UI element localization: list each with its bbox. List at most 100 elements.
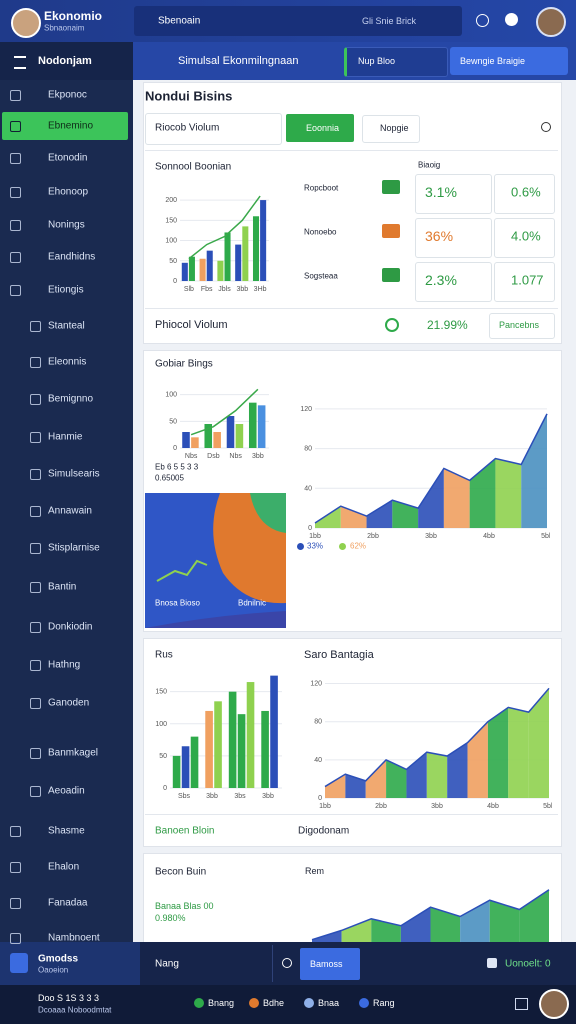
sidebar-item[interactable]: Etonodin (48, 152, 88, 164)
bar (217, 260, 224, 281)
sidebar-item[interactable]: Shasme (48, 825, 85, 837)
primary-button[interactable] (450, 47, 568, 75)
chart: 0 50 100 150 Sbs 3bb 3bs 3bb (155, 675, 282, 800)
metric-box (494, 174, 555, 214)
bar (226, 416, 235, 448)
metric-label: Ropcboot (304, 183, 339, 193)
x-tick-label: 2bb (375, 803, 387, 810)
sidebar-item[interactable]: Bemignno (48, 393, 94, 405)
x-tick-label: 4bb (487, 803, 499, 810)
bar (261, 710, 269, 788)
bar (270, 675, 278, 788)
sidebar-icon (10, 252, 21, 263)
bar (235, 244, 242, 281)
sidebar-item[interactable]: Eleonnis (48, 356, 87, 368)
metric-value: 36% (425, 228, 454, 244)
sidebar-item[interactable]: Etiongis (48, 284, 84, 296)
sidebar-item[interactable]: Stisplarnise (48, 542, 100, 554)
sidebar-item[interactable]: Nambnoent (48, 932, 100, 944)
tab-dot[interactable] (249, 998, 259, 1008)
sidebar-icon (10, 90, 21, 101)
footer-title: Phiocol Violum (155, 319, 228, 331)
status-text: Uonoelt: 0 (505, 958, 551, 970)
area-segment (467, 721, 488, 798)
sidebar-item[interactable]: Donkiodin (48, 621, 93, 633)
chart-title: Sonnool Boonian (155, 161, 232, 173)
sidebar-item[interactable]: Simulsearis (48, 468, 100, 480)
search-text: Sbenoain (158, 15, 201, 27)
legend-dot (297, 543, 304, 550)
user-avatar[interactable] (536, 7, 566, 37)
metric-box (415, 174, 492, 214)
x-tick-label: Slb (184, 286, 194, 293)
footer-text: Digodonam (298, 825, 350, 837)
tab-label[interactable]: Rang (373, 998, 395, 1008)
bar (181, 262, 188, 281)
sidebar-item[interactable]: Hanmie (48, 431, 83, 443)
area-segment (345, 774, 366, 798)
sidebar-item[interactable]: Ehonoop (48, 186, 89, 198)
avatar[interactable] (11, 8, 41, 38)
sidebar-item[interactable]: Annawain (48, 505, 92, 517)
bar (172, 755, 181, 788)
sidebar-icon (30, 748, 41, 759)
area-segment (426, 752, 448, 798)
sidebar-item[interactable]: Bantin (48, 581, 77, 593)
area-segment (495, 458, 522, 528)
button[interactable] (362, 115, 420, 143)
x-tick-label: 3bs (234, 793, 246, 800)
tab-label[interactable]: Bnang (208, 998, 235, 1008)
area-segment (325, 774, 346, 798)
dropdown[interactable] (344, 47, 448, 77)
tab[interactable] (145, 113, 282, 145)
field-text[interactable]: Nang (155, 958, 179, 970)
action-button[interactable] (300, 948, 360, 980)
metric-value: 0.6% (511, 184, 541, 200)
app-sub: Sbnaonaim (44, 23, 85, 33)
sidebar-item[interactable]: Banmkagel (48, 747, 99, 759)
tab-dot[interactable] (194, 998, 204, 1008)
sidebar-item[interactable]: Nonings (48, 219, 85, 231)
tab-dot[interactable] (359, 998, 369, 1008)
divider (145, 308, 558, 309)
metric-box (494, 218, 555, 258)
area-segment (487, 707, 509, 798)
x-tick-label: 5bb (541, 533, 550, 540)
sidebar-item[interactable]: Aeoadin (48, 785, 85, 797)
user-avatar[interactable] (539, 989, 569, 1019)
sidebar-item[interactable]: Fanadaa (48, 897, 88, 909)
home-icon[interactable] (515, 998, 528, 1010)
metric-box (415, 218, 492, 258)
bell-icon[interactable] (505, 13, 518, 26)
search-icon[interactable] (282, 958, 292, 968)
area-segment (521, 413, 547, 528)
tab-dot[interactable] (304, 998, 314, 1008)
help-icon[interactable] (476, 14, 489, 27)
search-icon[interactable] (541, 122, 551, 132)
metric-icon (382, 268, 400, 282)
menu-icon[interactable] (14, 56, 26, 69)
x-tick-label: Dsb (207, 453, 220, 460)
bar (188, 256, 195, 281)
sidebar-item[interactable]: Hathng (48, 659, 81, 671)
tab-label[interactable]: Bdhe (263, 998, 285, 1008)
sidebar-item[interactable]: Stanteal (48, 320, 85, 332)
area-segment (366, 500, 393, 528)
sidebar-item[interactable]: Ebnemino (48, 120, 94, 132)
chart: 0 50 100 Nbs Dsb Nbs 3bb (165, 388, 269, 460)
search-box[interactable] (134, 6, 462, 36)
footer-button[interactable] (489, 313, 555, 339)
sidebar-item[interactable]: Ekponoc (48, 89, 87, 101)
sidebar-item[interactable]: Ehalon (48, 861, 80, 873)
y-tick-label: 50 (159, 753, 167, 760)
metric-value: 2.3% (425, 272, 457, 288)
footer-line: Dcoaaa Noboodmtat (38, 1005, 112, 1015)
sidebar-item[interactable]: Eandhidns (48, 251, 96, 263)
sidebar-item[interactable]: Ganoden (48, 697, 90, 709)
area-segment (460, 900, 490, 942)
y-tick-label: 80 (314, 719, 322, 726)
tab-label[interactable]: Bnaa (318, 998, 340, 1008)
sidebar-item-active[interactable] (2, 112, 128, 140)
green-button[interactable] (286, 114, 354, 142)
sidebar-icon (10, 121, 21, 132)
